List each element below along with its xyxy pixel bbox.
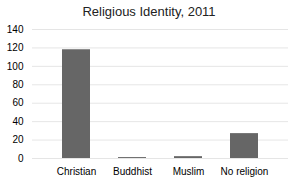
html-text:Religious Identity, 2011: Religious Identity, 2011 xyxy=(82,4,216,19)
svg-text:Christian: Christian xyxy=(57,166,96,177)
svg-text:120: 120 xyxy=(7,42,24,53)
svg-text:80: 80 xyxy=(12,79,24,90)
svg-text:140: 140 xyxy=(7,24,24,35)
svg-text:40: 40 xyxy=(12,116,24,127)
svg-text:60: 60 xyxy=(12,97,24,108)
svg-text:20: 20 xyxy=(12,134,24,145)
svg-text:Buddhist: Buddhist xyxy=(113,166,152,177)
svg-text:100: 100 xyxy=(7,61,24,72)
svg-text:0: 0 xyxy=(18,153,24,164)
svg-text:No religion: No religion xyxy=(221,166,269,177)
svg-text:Muslim: Muslim xyxy=(173,166,205,177)
